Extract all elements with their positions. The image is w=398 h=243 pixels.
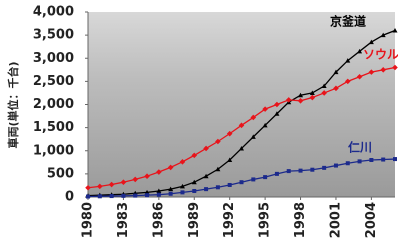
marker — [192, 189, 196, 193]
marker — [180, 190, 184, 194]
x-tick-label: 1998 — [293, 202, 308, 238]
series-label: 仁川 — [348, 140, 372, 155]
series-label: ソウル — [363, 48, 398, 62]
marker — [157, 193, 161, 197]
x-tick-label: 1989 — [187, 202, 202, 238]
series-label: 京釜道 — [330, 14, 366, 29]
marker — [121, 194, 125, 198]
marker — [110, 194, 114, 198]
x-tick-label: 1992 — [222, 202, 237, 238]
marker — [145, 193, 149, 197]
marker — [381, 158, 385, 162]
marker — [393, 157, 397, 161]
marker — [299, 169, 303, 173]
y-axis-label: 車両(単位：千台) — [6, 61, 20, 148]
marker — [263, 175, 267, 179]
marker — [322, 166, 326, 170]
marker — [369, 158, 373, 162]
marker — [358, 159, 362, 163]
marker — [133, 194, 137, 198]
y-tick-label: 1,500 — [33, 120, 74, 135]
marker — [216, 185, 220, 189]
marker — [346, 161, 350, 165]
marker — [86, 195, 90, 199]
marker — [98, 194, 102, 198]
y-tick-label: 1,000 — [33, 143, 74, 158]
marker — [204, 187, 208, 191]
x-tick-label: 2004 — [364, 202, 379, 238]
marker — [169, 192, 173, 196]
y-tick-label: 2,500 — [33, 74, 74, 89]
y-tick-label: 3,500 — [33, 28, 74, 43]
chart: 車両(単位：千台) 0 500 1,000 1,500 2,000 2,500 3,000 3… — [0, 0, 398, 243]
marker — [228, 183, 232, 187]
x-tick-label: 1983 — [116, 202, 131, 238]
marker — [251, 177, 255, 181]
x-tick-label: 2001 — [328, 202, 343, 238]
y-tick-label: 2,000 — [33, 97, 74, 112]
x-tick-label: 1980 — [81, 202, 96, 238]
x-tick-label: 1995 — [258, 202, 273, 238]
marker — [287, 169, 291, 173]
background-photo — [88, 12, 395, 197]
y-tick-label: 3,000 — [33, 51, 74, 66]
marker — [334, 164, 338, 168]
y-tick-label: 0 — [65, 190, 74, 205]
marker — [310, 168, 314, 172]
marker — [240, 180, 244, 184]
y-tick-label: 4,000 — [33, 5, 74, 20]
marker — [275, 172, 279, 176]
x-tick-label: 1986 — [151, 202, 166, 238]
y-tick-label: 500 — [47, 166, 74, 181]
